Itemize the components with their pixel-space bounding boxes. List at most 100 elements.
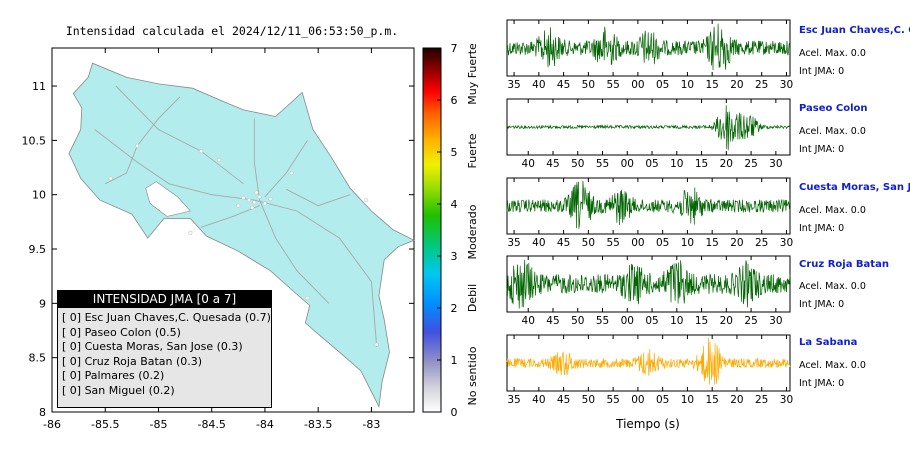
map-title: Intensidad calculada el 2024/12/11_06:53… (66, 24, 398, 38)
gulf-of-nicoya (145, 181, 191, 217)
trace-int-jma: Int JMA: 0 (799, 144, 845, 155)
trace-int-jma: Int JMA: 0 (799, 378, 845, 389)
waveform-tick-label: 15 (695, 315, 708, 327)
map-x-tick-label: -83 (362, 418, 380, 431)
map-x-tick-label: -84 (256, 418, 274, 431)
road-line (200, 205, 260, 228)
trace-int-jma: Int JMA: 0 (799, 223, 845, 234)
waveform-tick-label: 55 (606, 394, 619, 406)
waveform-panel: 35 40 45 50 55 00 05 10 15 20 25 30 (506, 19, 793, 91)
waveform-panels: 35 40 45 50 55 00 05 10 15 20 25 30 40 45 50 55 00 05 10 15… (506, 19, 793, 406)
legend-item: [ 0] Cruz Roja Batan (0.3) (62, 354, 203, 368)
colorbar-tick-label: 1 (451, 354, 458, 367)
waveform-tick-label: 40 (532, 394, 545, 406)
waveform-tick-label: 00 (631, 79, 644, 91)
waveform-tick-label: 30 (780, 237, 793, 249)
station-marker (257, 194, 262, 199)
waveform-tick-label: 55 (596, 315, 609, 327)
station-marker (108, 176, 113, 181)
trace-int-jma: Int JMA: 0 (799, 66, 845, 77)
legend-title: INTENSIDAD JMA [0 a 7] (58, 291, 271, 308)
waveform-panel: 40 45 50 55 00 05 10 15 20 25 30 (506, 255, 791, 327)
map-y-tick-label: 10.5 (22, 134, 47, 147)
waveform-tick-label: 40 (532, 237, 545, 249)
waveform-tick-label: 25 (755, 79, 768, 91)
waveform-trace (506, 180, 791, 229)
waveform-tick-label: 40 (522, 158, 535, 170)
station-marker (250, 205, 255, 210)
station-marker (262, 201, 267, 206)
map-x-tick-label: -86 (43, 418, 61, 431)
waveform-tick-label: 20 (730, 79, 743, 91)
station-marker (241, 195, 246, 200)
waveform-trace (506, 23, 791, 71)
waveform-trace (506, 259, 791, 309)
colorbar-class-label: No sentido (466, 346, 479, 405)
trace-station-name: Cruz Roja Batan (799, 259, 889, 270)
waveform-tick-label: 15 (705, 394, 718, 406)
waveform-panel: 35 40 45 50 55 00 05 10 15 20 25 30 (506, 334, 793, 406)
waveform-tick-label: 15 (695, 158, 708, 170)
trace-station-name: Esc Juan Chaves,C. Quesada (799, 25, 910, 36)
colorbar-class-label: Moderado (466, 204, 479, 259)
legend-item: [ 0] Esc Juan Chaves,C. Quesada (0.7) (62, 311, 271, 324)
station-marker (305, 295, 310, 300)
waveform-tick-label: 20 (720, 158, 733, 170)
waveform-tick-label: 55 (596, 158, 609, 170)
station-marker (254, 190, 259, 195)
road-line (264, 140, 308, 198)
waveform-tick-label: 55 (606, 79, 619, 91)
trace-int-jma: Int JMA: 0 (799, 299, 845, 310)
waveform-tick-label: 10 (681, 394, 694, 406)
trace-acel-max: Acel. Max. 0.0 (799, 205, 866, 216)
road-line (285, 188, 351, 207)
waveform-tick-label: 35 (507, 394, 520, 406)
station-marker (289, 170, 294, 176)
waveform-panel: 35 40 45 50 55 00 05 10 15 20 25 30 (506, 177, 793, 249)
road-line (253, 118, 330, 304)
map-y-tick-label: 8 (39, 406, 46, 419)
waveform-tick-label: 25 (755, 394, 768, 406)
colorbar-class-label: Debil (466, 284, 479, 312)
colorbar-tick-label: 0 (451, 406, 458, 419)
map-y-tick-label: 11 (32, 80, 46, 93)
waveform-panel: 40 45 50 55 00 05 10 15 20 25 30 (506, 98, 791, 170)
map-x-tick-label: -85 (149, 418, 167, 431)
waveform-tick-label: 20 (720, 315, 733, 327)
map-y-tick-label: 9.5 (29, 243, 47, 256)
legend-item: [ 0] San Miguel (0.2) (62, 383, 175, 397)
waveform-tick-label: 50 (582, 79, 595, 91)
waveform-tick-label: 05 (645, 158, 658, 170)
colorbar-class-label: Muy Fuerte (466, 43, 479, 105)
waveform-tick-label: 35 (507, 237, 520, 249)
map-y-tick-label: 8.5 (29, 352, 47, 365)
legend-item: [ 0] Paseo Colon (0.5) (62, 325, 181, 339)
waveform-tick-label: 10 (681, 79, 694, 91)
waveform-tick-label: 45 (557, 237, 570, 249)
station-marker (188, 230, 193, 235)
waveform-tick-label: 50 (571, 158, 584, 170)
colorbar-tick-label: 7 (451, 42, 458, 55)
waveform-tick-label: 00 (621, 158, 634, 170)
waveform-tick-label: 25 (744, 158, 757, 170)
trace-station-name: La Sabana (799, 337, 858, 348)
waveform-tick-label: 20 (730, 237, 743, 249)
costa-rica-land (68, 62, 415, 408)
intensity-colorbar: 7 6 5 4 3 2 1 0 Muy Fuerte Fuerte Moderado Debil No… (422, 42, 479, 419)
waveform-tick-label: 50 (582, 394, 595, 406)
colorbar-tick-label: 2 (451, 302, 458, 315)
waveform-tick-label: 45 (557, 79, 570, 91)
waveform-tick-label: 30 (769, 158, 782, 170)
legend-item: [ 0] Cuesta Moras, San Jose (0.3) (62, 340, 243, 354)
trace-acel-max: Acel. Max. 0.0 (799, 281, 866, 292)
waveform-tick-label: 10 (681, 237, 694, 249)
waveform-tick-label: 30 (769, 315, 782, 327)
waveform-tick-label: 05 (645, 315, 658, 327)
waveform-tick-label: 40 (522, 315, 535, 327)
waveform-tick-label: 35 (507, 79, 520, 91)
waveform-tick-label: 10 (670, 158, 683, 170)
road-line (94, 129, 378, 347)
map-y-tick-label: 10 (32, 189, 46, 202)
road-line (115, 85, 244, 185)
map-y-tick-label: 9 (39, 297, 46, 310)
